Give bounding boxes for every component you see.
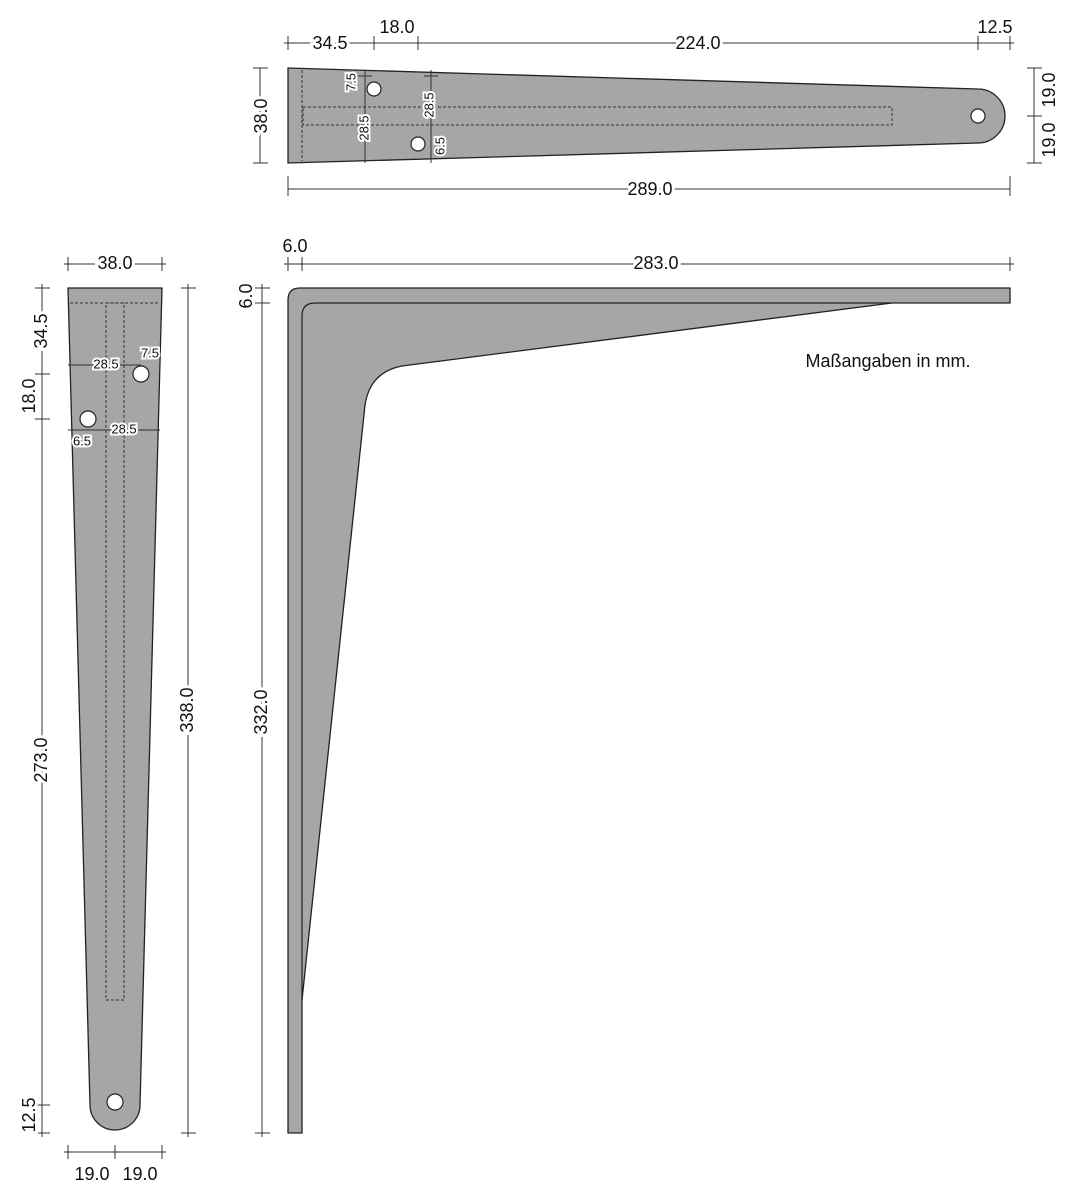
hole [410, 136, 426, 152]
hole-dimension: 28.5 [356, 115, 371, 140]
dimension-lines [253, 36, 1042, 196]
note: Maßangaben in mm. [805, 351, 970, 371]
hole-dimension: 28.5 [421, 92, 436, 117]
bracket-side [287, 287, 1011, 1134]
hole [970, 108, 986, 124]
hole-dimension: 28.5 [111, 421, 136, 436]
hole [106, 1093, 124, 1111]
top-view: 34.5 18.0 224.0 12.5 38.0 19.0 19.0 289.… [248, 14, 1062, 202]
hole [132, 365, 150, 383]
dimension-label: 34.5 [31, 313, 51, 348]
hole-dimension: 7.5 [343, 73, 358, 91]
hole [366, 81, 382, 97]
hole-dimension: 7.5 [141, 345, 159, 360]
front-view: 38.0 34.5 18.0 273.0 12.5 338.0 19.0 19.… [16, 250, 200, 1187]
edge-line [301, 302, 892, 1000]
dimension-label: 34.5 [312, 33, 347, 53]
dimension-label: 273.0 [31, 737, 51, 782]
hole [79, 410, 97, 428]
bracket-top [287, 67, 1006, 164]
hole-dimension: 28.5 [93, 356, 118, 371]
hole-dimension: 6.5 [432, 137, 447, 155]
dimension-lines [255, 257, 1014, 1137]
dimension-label: 6.0 [282, 236, 307, 256]
dimension-label: 6.0 [236, 283, 256, 308]
dimension-label: 19.0 [1039, 122, 1059, 157]
dimension-label: 38.0 [251, 98, 271, 133]
hole-dimension: 6.5 [73, 433, 91, 448]
dimension-label: 289.0 [627, 179, 672, 199]
slot [302, 106, 893, 126]
dimension-label: 19.0 [122, 1164, 157, 1184]
dimension-label: 12.5 [977, 17, 1012, 37]
side-view: 6.0 283.0 6.0 332.0 Maßangaben in mm. [233, 233, 1014, 1137]
slot [105, 302, 125, 1001]
bracket-front [67, 287, 163, 1131]
dimension-label: 38.0 [97, 253, 132, 273]
dimension-label: 224.0 [675, 33, 720, 53]
dimension-lines [35, 257, 196, 1159]
dimension-label: 19.0 [74, 1164, 109, 1184]
dimension-label: 19.0 [1039, 72, 1059, 107]
dimension-label: 338.0 [177, 687, 197, 732]
dimension-label: 18.0 [379, 17, 414, 37]
dimension-label: 12.5 [19, 1097, 39, 1132]
dimension-label: 332.0 [251, 689, 271, 734]
dimension-label: 283.0 [633, 253, 678, 273]
dimension-label: 18.0 [19, 378, 39, 413]
